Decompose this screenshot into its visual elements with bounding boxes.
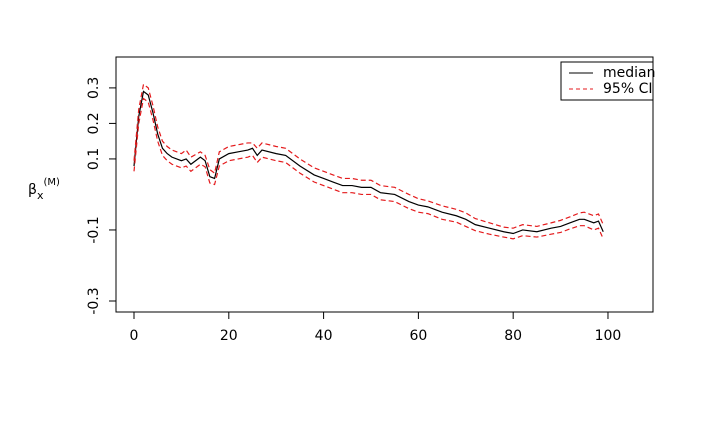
legend-label: median: [603, 65, 655, 81]
x-tick-label: 0: [130, 328, 139, 344]
y-tick-label: -0.1: [86, 216, 102, 243]
legend-box: [560, 61, 654, 101]
legend-label: 95% CI: [603, 81, 652, 97]
y-tick-label: 0.2: [86, 112, 102, 134]
y-tick-label: 0.3: [86, 77, 102, 99]
y-label-sub: x: [37, 189, 44, 202]
y-label-sup: (M): [43, 177, 60, 188]
line: [133, 90, 604, 235]
y-axis-label: βx(M): [28, 177, 60, 202]
line: [133, 97, 604, 240]
plot-box: [115, 56, 654, 313]
y-tick-label: -0.3: [86, 287, 102, 314]
x-tick-label: 60: [409, 328, 427, 344]
y-label-base: β: [28, 182, 37, 198]
x-tick-label: 80: [504, 328, 522, 344]
x-tick-label: 100: [595, 328, 622, 344]
line: [133, 83, 604, 229]
x-tick-label: 20: [220, 328, 238, 344]
x-tick-label: 40: [315, 328, 333, 344]
y-tick-label: 0.1: [86, 148, 102, 170]
